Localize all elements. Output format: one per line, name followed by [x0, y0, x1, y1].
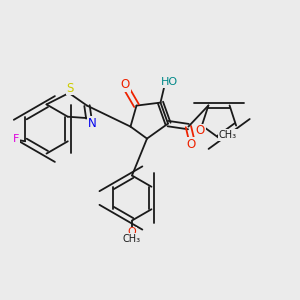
Text: HO: HO [161, 77, 178, 88]
Text: F: F [13, 134, 19, 144]
Text: O: O [128, 227, 136, 237]
Text: CH₃: CH₃ [123, 233, 141, 244]
Text: N: N [87, 117, 96, 130]
Text: S: S [66, 82, 74, 95]
Text: O: O [121, 78, 130, 91]
Text: CH₃: CH₃ [219, 130, 237, 140]
Text: O: O [187, 137, 196, 151]
Text: O: O [196, 124, 205, 137]
